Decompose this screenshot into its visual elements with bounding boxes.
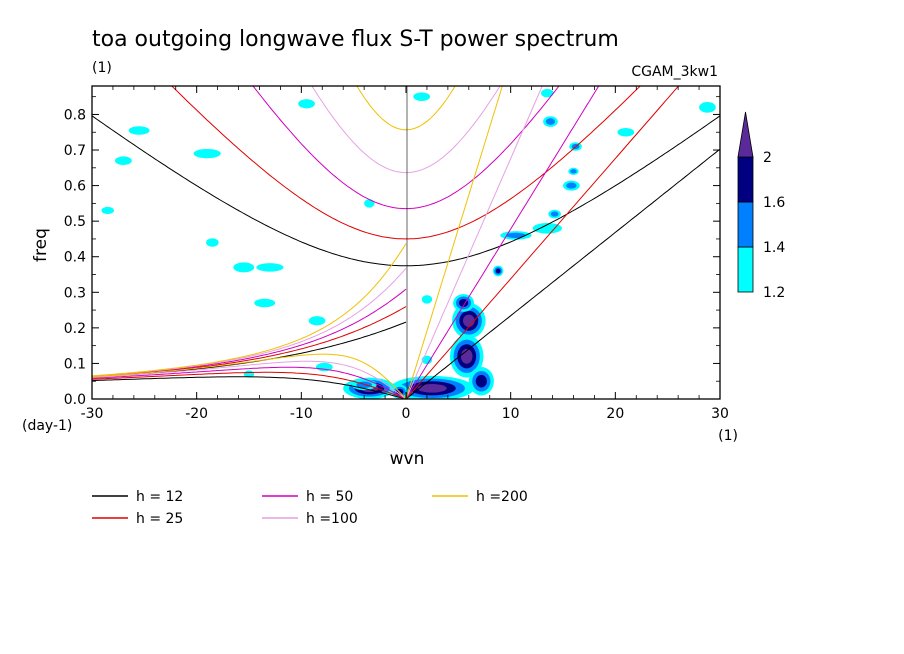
legend: h = 12 h = 25 h = 50 h =100 h =200	[92, 489, 528, 527]
units-label: (1)	[92, 60, 112, 76]
legend-label: h =100	[306, 511, 358, 527]
x-tick-label: -30	[81, 406, 104, 422]
inertia-gravity-curve	[311, 86, 501, 174]
rossby-wave-curve	[92, 376, 407, 399]
kelvin-wave-curve	[405, 86, 543, 399]
inertia-gravity-curve	[356, 86, 456, 131]
rossby-wave-curve	[92, 360, 407, 399]
power-contour	[233, 262, 255, 273]
power-contour	[193, 148, 221, 159]
y-unit-label: (day-1)	[22, 418, 72, 434]
x-tick-label: 30	[711, 406, 729, 422]
rossby-wave-curve	[92, 371, 407, 399]
colorbar-label: 1.4	[763, 240, 785, 256]
colorbar-swatch	[737, 156, 754, 203]
power-contour	[417, 383, 447, 393]
y-tick-label: 0.8	[64, 107, 86, 123]
power-contour	[254, 298, 276, 308]
y-tick-label: 0.5	[64, 214, 86, 230]
power-contour	[128, 126, 150, 135]
colorbar-swatch	[737, 201, 754, 248]
colorbar-extend-arrow	[737, 111, 754, 158]
power-contour	[101, 206, 114, 215]
rossby-wave-curve	[92, 366, 407, 399]
x-tick-label: 10	[502, 406, 520, 422]
power-contour	[413, 92, 431, 101]
legend-label: h = 25	[136, 511, 183, 527]
power-contour	[532, 222, 562, 234]
inertia-gravity-curve	[92, 115, 720, 267]
rossby-wave-curve	[92, 353, 407, 399]
legend-label: h = 50	[306, 489, 353, 505]
y-tick-label: 0.2	[64, 321, 86, 337]
colorbar: 1.2 1.4 1.6 2	[737, 111, 785, 301]
kelvin-wave-curve	[405, 148, 720, 399]
power-contour	[617, 127, 635, 137]
power-contour	[256, 263, 284, 272]
colorbar-label: 1.6	[763, 195, 785, 211]
spectral-power-contours	[101, 88, 716, 399]
power-contour	[545, 118, 555, 125]
power-contour	[541, 88, 554, 98]
inertia-gravity-curve	[171, 86, 641, 240]
dispersion-curves	[92, 86, 720, 399]
x-tick-label: 0	[402, 406, 411, 422]
power-contour	[298, 99, 315, 109]
colorbar-swatch	[737, 246, 754, 293]
power-contour	[699, 102, 716, 113]
y-tick-label: 0.0	[64, 392, 86, 408]
power-contour	[506, 232, 526, 239]
y-tick-label: 0.6	[64, 179, 86, 195]
power-contour	[495, 268, 501, 274]
y-tick-label: 0.1	[64, 356, 86, 372]
colorbar-label: 2	[763, 150, 772, 166]
x-axis-label: wvn	[390, 449, 425, 469]
kelvin-wave-curve	[405, 86, 503, 399]
legend-label: h =200	[476, 489, 528, 505]
kelvin-wave-curve	[405, 86, 600, 399]
y-tick-label: 0.7	[64, 143, 86, 159]
y-tick-label: 0.3	[64, 285, 86, 301]
x-unit-label: (1)	[718, 428, 738, 444]
power-contour	[308, 316, 326, 326]
x-tick-label: -20	[185, 406, 208, 422]
power-contour	[206, 238, 219, 247]
power-contour	[550, 211, 559, 217]
x-tick-label: 20	[606, 406, 624, 422]
legend-label: h = 12	[136, 489, 183, 505]
mixed-rossby-gravity-curve	[92, 243, 407, 377]
y-axis: 0.0 0.1 0.2 0.3 0.4 0.5 0.6 0.7 0.8	[64, 96, 720, 408]
power-contour	[421, 295, 433, 304]
y-axis-label: freq	[31, 228, 51, 262]
power-contour	[475, 374, 487, 388]
power-contour	[364, 199, 375, 208]
y-tick-label: 0.4	[64, 250, 86, 266]
run-label: CGAM_3kw1	[631, 64, 718, 80]
kelvin-wave-curve	[405, 86, 680, 399]
power-contour	[115, 156, 132, 165]
chart-title: toa outgoing longwave flux S-T power spe…	[92, 27, 619, 52]
x-axis: -30 -20 -10 0 10 20 30	[81, 86, 729, 422]
inertia-gravity-curve	[252, 86, 560, 210]
power-contour	[462, 314, 475, 327]
power-contour	[570, 169, 577, 174]
colorbar-label: 1.2	[763, 285, 785, 301]
x-tick-label: -10	[290, 406, 313, 422]
mixed-rossby-gravity-curve	[92, 306, 407, 378]
power-contour	[566, 182, 577, 189]
